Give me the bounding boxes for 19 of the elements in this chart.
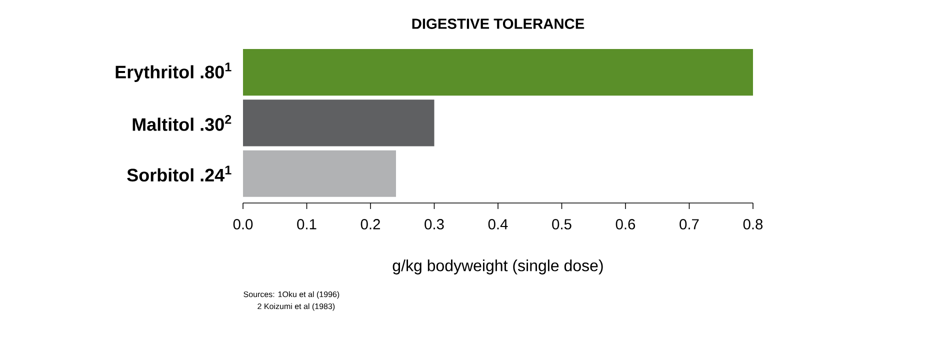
bar	[243, 49, 753, 96]
bar	[243, 150, 396, 197]
x-tick-label: 0.2	[360, 219, 380, 230]
x-tick-label: 0.5	[552, 219, 572, 230]
chart-title: DIGESTIVE TOLERANCE	[412, 18, 584, 29]
y-tick-label: Sorbitol .24$^{1}$	[127, 166, 232, 182]
x-tick-label: 0.6	[616, 219, 636, 230]
x-tick-label: 0.3	[424, 219, 444, 230]
x-axis-title: g/kg bodyweight (single dose)	[392, 260, 603, 274]
x-tick-label: 0.4	[488, 219, 508, 230]
x-tick-label: 0.7	[680, 219, 699, 230]
x-tick-label: 0.1	[297, 219, 316, 230]
x-tick-label: 0.8	[743, 219, 763, 230]
bar	[243, 100, 434, 146]
y-tick-label: Maltitol .30$^{2}$	[132, 114, 232, 131]
source-note: Sources: 1Oku et al (1996)	[244, 291, 340, 299]
text: 2 Koizumi et al (1983)	[258, 303, 335, 311]
x-tick-label: 0.0	[233, 219, 253, 230]
y-tick-label: Erythritol .80$^{1}$	[116, 62, 232, 82]
